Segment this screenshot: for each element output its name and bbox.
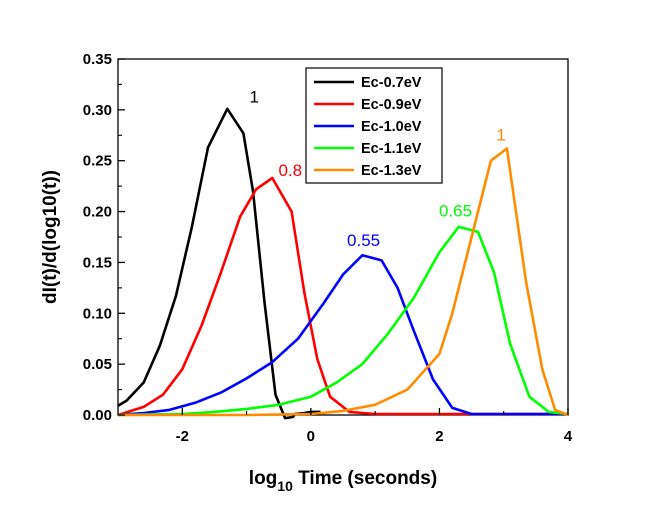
y-tick-label: 0.30	[83, 102, 112, 119]
x-tick-label: 2	[435, 428, 443, 445]
y-tick-label: 0.15	[83, 254, 112, 271]
y-tick-label: 0.35	[83, 51, 112, 68]
peak-annotation: 1	[250, 88, 259, 107]
series-line-4	[117, 225, 569, 417]
peak-annotation: 0.65	[439, 202, 472, 221]
series-layer	[117, 107, 569, 420]
series-line-2	[117, 176, 568, 417]
y-tick-label: 0.00	[83, 407, 112, 424]
y-tick-label: 0.20	[83, 204, 112, 221]
legend-label: Ec-0.7eV	[361, 75, 422, 91]
legend-label: Ec-1.0eV	[361, 119, 422, 135]
x-tick-label: 0	[307, 428, 315, 445]
x-tick-label: -2	[176, 428, 189, 445]
ticks-layer: 0.00 0.05 0.10 0.15 0.20 0.25 0.30 0.35 -2 0 2 4	[83, 51, 573, 445]
legend-label: Ec-1.3eV	[361, 163, 422, 179]
y-tick-label: 0.10	[83, 305, 112, 322]
series-line-5	[118, 147, 569, 417]
x-axis-title: log10 Time (seconds)	[249, 468, 437, 494]
legend-label: Ec-0.9eV	[361, 97, 422, 113]
peak-annotation: 0.55	[347, 231, 380, 250]
x-tick-label: 4	[564, 428, 573, 445]
series-line-1	[117, 107, 321, 420]
series-line-3	[117, 254, 568, 417]
y-axis-title: dI(t)/d(log10(t))	[40, 170, 61, 304]
annotation-layer: 1 0.8 0.55 0.65 1	[250, 88, 506, 250]
y-tick-label: 0.25	[83, 153, 112, 170]
peak-annotation: 0.8	[278, 161, 302, 180]
y-tick-label: 0.05	[83, 356, 112, 373]
legend-label: Ec-1.1eV	[361, 141, 422, 157]
peak-annotation: 1	[496, 125, 505, 144]
legend: Ec-0.7eV Ec-0.9eV Ec-1.0eV Ec-1.1eV Ec-1.3eV	[305, 67, 443, 184]
